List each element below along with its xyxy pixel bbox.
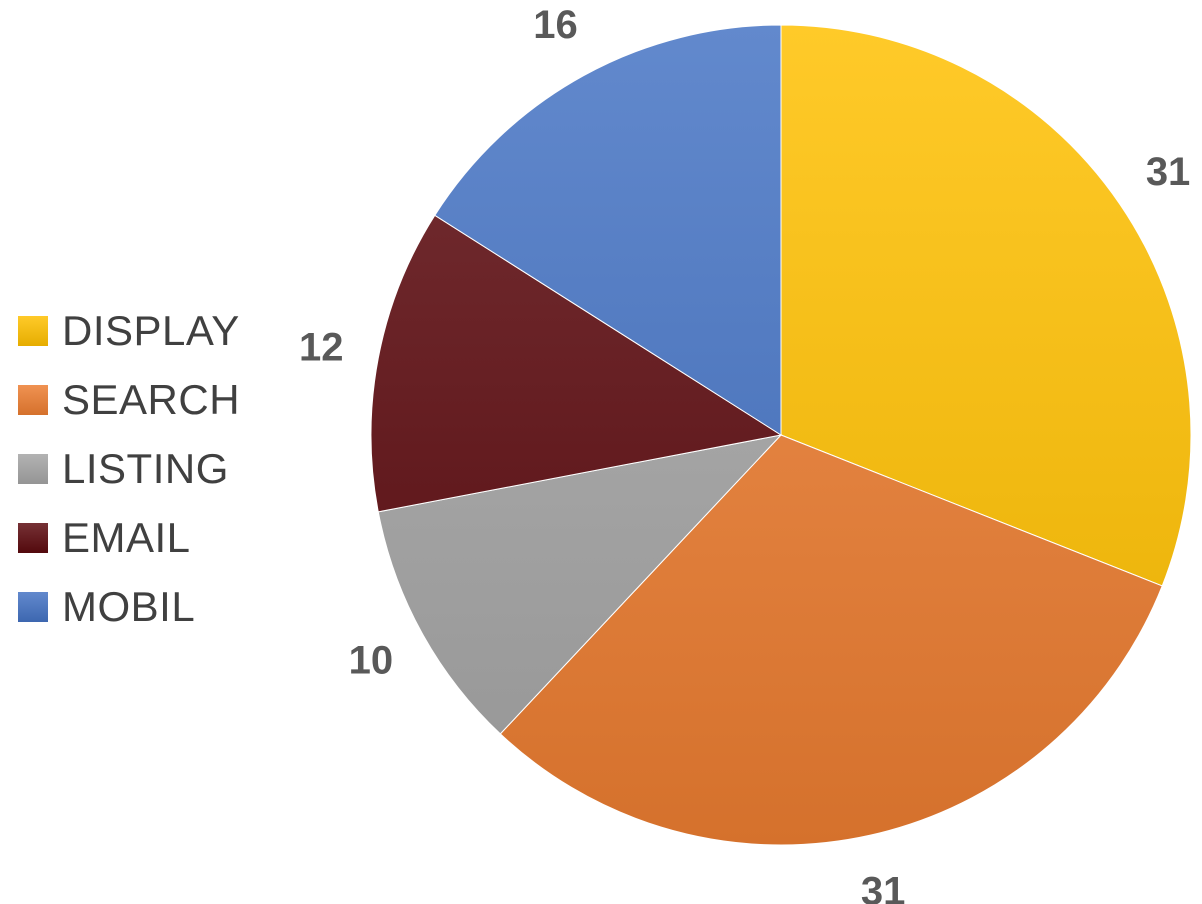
legend-label: MOBIL	[62, 582, 196, 630]
data-label-search: 31	[861, 870, 906, 904]
pie-slice-search	[499, 434, 1163, 846]
pie-slices	[370, 24, 1192, 846]
legend-item-search: SEARCH	[18, 365, 240, 434]
legend-swatch	[18, 591, 48, 622]
legend-label: DISPLAY	[62, 306, 240, 354]
pie-slice-email	[370, 214, 783, 513]
legend-label: EMAIL	[62, 513, 191, 561]
data-label-email: 12	[299, 325, 344, 369]
data-label-display: 31	[1146, 150, 1191, 194]
data-label-listing: 10	[349, 638, 394, 682]
legend-item-email: EMAIL	[18, 503, 240, 572]
data-label-mobil: 16	[533, 3, 578, 47]
legend-swatch	[18, 522, 48, 553]
pie-slice-mobil	[434, 24, 782, 436]
legend-swatch	[18, 315, 48, 346]
legend-item-display: DISPLAY	[18, 296, 240, 365]
pie-slice-display	[780, 24, 1192, 587]
legend-item-mobil: MOBIL	[18, 572, 240, 641]
legend-label: SEARCH	[62, 375, 241, 423]
legend-swatch	[18, 453, 48, 484]
legend-item-listing: LISTING	[18, 434, 240, 503]
pie-data-labels: 31 31 10 12 16	[299, 3, 1190, 904]
pie-slice-listing	[377, 434, 783, 735]
legend-label: LISTING	[62, 444, 229, 492]
legend-swatch	[18, 384, 48, 415]
chart-legend: DISPLAY SEARCH LISTING EMAIL MOBIL	[18, 296, 240, 641]
